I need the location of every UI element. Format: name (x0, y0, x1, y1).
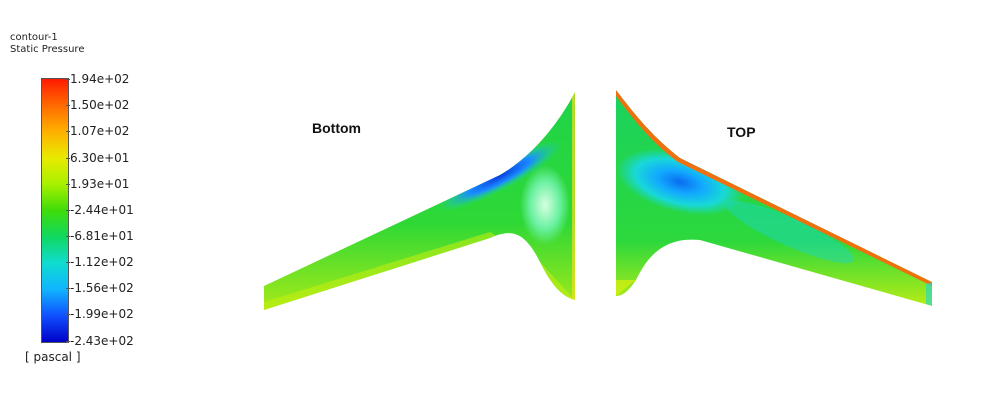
tick-label-9: -1.99e+02 (66, 307, 134, 321)
tick-label-8: -1.56e+02 (66, 281, 134, 295)
bottom-wing-surface (264, 92, 575, 310)
tick-label-10: -2.43e+02 (66, 334, 134, 348)
tick-label-7: -1.12e+02 (66, 255, 134, 269)
contour-name: contour-1 (10, 32, 58, 43)
tick-label-3: 6.30e+01 (65, 151, 130, 165)
tick-label-5: -2.44e+01 (66, 203, 134, 217)
legend-title: contour-1 Static Pressure (10, 32, 84, 56)
tick-label-4: 1.93e+01 (65, 177, 130, 191)
tick-label-2: 1.07e+02 (65, 124, 130, 138)
tick-label-6: -6.81e+01 (66, 229, 134, 243)
variable-name: Static Pressure (10, 44, 85, 55)
tick-label-1: 1.50e+02 (65, 98, 130, 112)
bottom-view-label: Bottom (312, 120, 361, 136)
tick-label-0: 1.94e+02 (65, 72, 130, 86)
top-wing-surface (616, 90, 932, 306)
unit-label: [ pascal ] (25, 350, 81, 364)
top-view-label: TOP (727, 124, 756, 140)
